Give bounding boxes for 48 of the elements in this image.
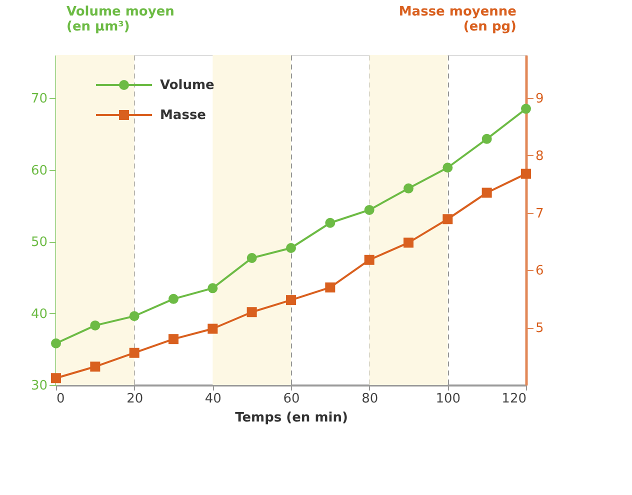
y2-tick-label: 8 <box>536 148 544 164</box>
y2-tick-label: 6 <box>536 264 544 279</box>
point <box>90 320 100 330</box>
point <box>208 283 218 294</box>
point <box>442 214 453 224</box>
y2-axis-title: Masse moyenne (en pg) <box>398 4 517 34</box>
x-tick-label: 20 <box>126 392 144 406</box>
point <box>208 324 218 334</box>
y2-tick-label: 9 <box>536 92 544 107</box>
x-tick-label: 60 <box>283 392 300 406</box>
x-tick-label: 0 <box>56 392 65 406</box>
y-tick-label: 40 <box>30 306 48 322</box>
y-axis-title: Volume moyen (en µm³) <box>66 4 174 34</box>
y2-tick-label: 5 <box>536 321 544 336</box>
point <box>286 242 296 253</box>
point <box>325 218 336 228</box>
point <box>364 204 374 215</box>
point <box>364 254 374 265</box>
point <box>168 294 178 304</box>
point <box>168 334 178 344</box>
legend-label: Masse <box>160 108 206 123</box>
legend-label: Volume <box>160 78 215 93</box>
point <box>404 183 414 194</box>
point <box>246 253 257 264</box>
point <box>404 238 414 248</box>
x-tick-label: 40 <box>204 392 222 406</box>
point <box>521 104 531 114</box>
point <box>521 168 531 179</box>
x-axis-title: Temps (en min) <box>235 410 348 426</box>
point <box>482 188 492 198</box>
y-tick-label: 70 <box>30 92 48 107</box>
point <box>246 307 257 318</box>
point <box>51 373 61 384</box>
y2-tick-label: 7 <box>536 206 544 222</box>
x-tick-label: 100 <box>436 392 461 406</box>
point <box>51 338 61 348</box>
x-tick-label: 120 <box>502 392 526 406</box>
y-tick-label: 30 <box>30 378 48 394</box>
point <box>482 134 492 144</box>
point <box>442 162 453 173</box>
y-tick-label: 60 <box>30 163 48 178</box>
x-tick-label: 80 <box>362 392 378 406</box>
point <box>325 282 336 292</box>
point <box>286 295 296 306</box>
point <box>129 311 140 322</box>
point <box>129 348 140 358</box>
point <box>90 362 100 372</box>
y-tick-label: 50 <box>30 235 48 250</box>
